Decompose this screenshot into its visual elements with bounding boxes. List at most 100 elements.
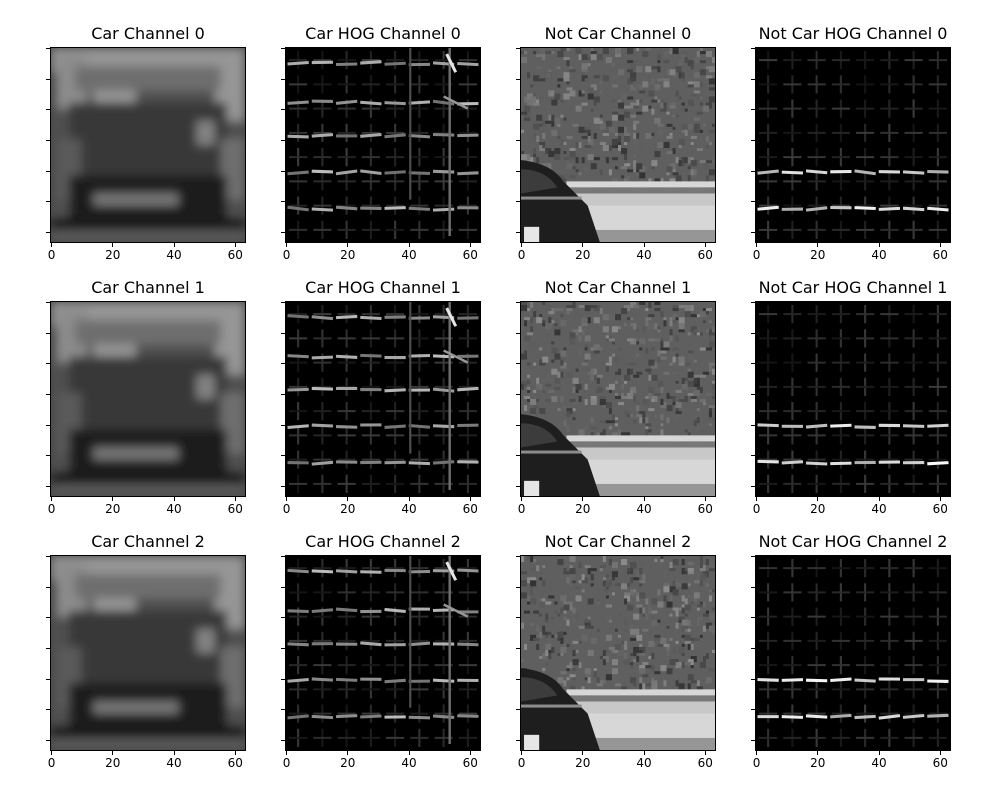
y-tick-mark bbox=[46, 424, 50, 426]
x-tick-mark bbox=[51, 751, 53, 755]
x-tick-mark bbox=[347, 751, 349, 755]
x-tick-label: 40 bbox=[166, 756, 182, 770]
x-tick-mark bbox=[756, 243, 758, 247]
y-tick-mark bbox=[751, 302, 755, 304]
notcar-hog-image bbox=[756, 302, 950, 496]
y-tick-mark bbox=[46, 556, 50, 558]
y-tick-mark bbox=[46, 678, 50, 680]
x-tick-mark bbox=[112, 751, 114, 755]
y-tick-mark bbox=[281, 647, 285, 649]
notcar-image bbox=[521, 302, 715, 496]
y-tick-mark bbox=[281, 332, 285, 334]
x-tick-mark bbox=[878, 751, 880, 755]
x-tick-mark bbox=[939, 243, 941, 247]
x-tick-label: 0 bbox=[47, 756, 56, 770]
y-tick-mark bbox=[751, 678, 755, 680]
x-tick-label: 40 bbox=[401, 756, 417, 770]
subplot-title: Not Car Channel 2 bbox=[544, 532, 692, 551]
y-tick-mark bbox=[516, 48, 520, 50]
x-tick-label: 60 bbox=[932, 502, 948, 516]
x-tick-label: 20 bbox=[575, 248, 591, 262]
subplot-title: Car Channel 1 bbox=[91, 278, 205, 297]
x-tick-mark bbox=[817, 243, 819, 247]
y-tick-mark bbox=[46, 78, 50, 80]
x-tick-mark bbox=[521, 243, 523, 247]
subplot-title: Not Car Channel 1 bbox=[544, 278, 692, 297]
x-tick-label: 60 bbox=[462, 756, 478, 770]
x-tick-label: 0 bbox=[517, 756, 526, 770]
y-tick-mark bbox=[516, 739, 520, 741]
x-tick-mark bbox=[704, 751, 706, 755]
x-tick-label: 60 bbox=[227, 502, 243, 516]
y-tick-mark bbox=[751, 231, 755, 233]
subplot-title: Not Car Channel 0 bbox=[544, 24, 692, 43]
x-tick-mark bbox=[234, 497, 236, 501]
car-image bbox=[51, 302, 245, 496]
y-tick-mark bbox=[751, 109, 755, 111]
x-tick-label: 20 bbox=[105, 502, 121, 516]
y-tick-mark bbox=[46, 170, 50, 172]
y-tick-mark bbox=[46, 201, 50, 203]
x-tick-mark bbox=[756, 751, 758, 755]
notcar-image bbox=[521, 48, 715, 242]
x-tick-mark bbox=[408, 243, 410, 247]
y-tick-mark bbox=[516, 78, 520, 80]
y-tick-mark bbox=[751, 363, 755, 365]
x-tick-mark bbox=[756, 497, 758, 501]
y-tick-mark bbox=[281, 617, 285, 619]
image-axes bbox=[755, 301, 951, 497]
x-tick-mark bbox=[469, 751, 471, 755]
image-axes bbox=[285, 301, 481, 497]
y-tick-mark bbox=[516, 332, 520, 334]
x-tick-label: 0 bbox=[282, 756, 291, 770]
x-tick-label: 20 bbox=[810, 502, 826, 516]
y-tick-mark bbox=[46, 139, 50, 141]
x-tick-mark bbox=[469, 243, 471, 247]
x-tick-mark bbox=[582, 497, 584, 501]
y-tick-mark bbox=[751, 139, 755, 141]
y-tick-mark bbox=[516, 647, 520, 649]
y-tick-mark bbox=[516, 556, 520, 558]
notcar-hog-image bbox=[756, 556, 950, 750]
x-tick-mark bbox=[704, 243, 706, 247]
image-axes bbox=[520, 301, 716, 497]
y-tick-mark bbox=[46, 485, 50, 487]
x-tick-mark bbox=[51, 243, 53, 247]
y-tick-mark bbox=[516, 455, 520, 457]
y-tick-mark bbox=[281, 709, 285, 711]
x-tick-label: 20 bbox=[105, 248, 121, 262]
y-tick-mark bbox=[281, 302, 285, 304]
x-tick-label: 0 bbox=[517, 502, 526, 516]
x-tick-label: 0 bbox=[517, 248, 526, 262]
y-tick-mark bbox=[281, 48, 285, 50]
subplot-title: Car Channel 0 bbox=[91, 24, 205, 43]
car-hog-image bbox=[286, 48, 480, 242]
y-tick-mark bbox=[516, 678, 520, 680]
subplot-title: Car HOG Channel 1 bbox=[305, 278, 461, 297]
x-tick-mark bbox=[173, 243, 175, 247]
y-tick-mark bbox=[751, 709, 755, 711]
y-tick-mark bbox=[281, 455, 285, 457]
y-tick-mark bbox=[46, 586, 50, 588]
x-tick-mark bbox=[112, 243, 114, 247]
x-tick-label: 40 bbox=[166, 248, 182, 262]
y-tick-mark bbox=[516, 363, 520, 365]
x-tick-mark bbox=[408, 751, 410, 755]
x-tick-label: 40 bbox=[401, 248, 417, 262]
x-tick-mark bbox=[112, 497, 114, 501]
y-tick-mark bbox=[751, 393, 755, 395]
x-tick-mark bbox=[286, 243, 288, 247]
image-axes bbox=[520, 47, 716, 243]
x-tick-label: 0 bbox=[752, 756, 761, 770]
y-tick-mark bbox=[46, 302, 50, 304]
x-tick-label: 40 bbox=[166, 502, 182, 516]
x-tick-mark bbox=[51, 497, 53, 501]
x-tick-label: 20 bbox=[810, 756, 826, 770]
image-axes bbox=[50, 301, 246, 497]
x-tick-label: 60 bbox=[227, 248, 243, 262]
y-tick-mark bbox=[46, 709, 50, 711]
y-tick-mark bbox=[46, 455, 50, 457]
x-tick-mark bbox=[643, 243, 645, 247]
x-tick-mark bbox=[469, 497, 471, 501]
